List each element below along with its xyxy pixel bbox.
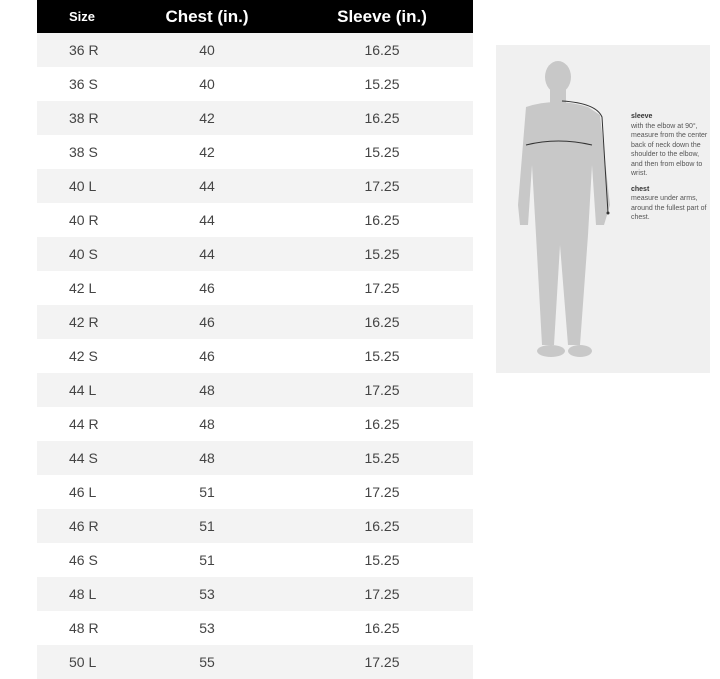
table-row: 42 L 46 17.25 [37,271,473,305]
table-row: 42 R 46 16.25 [37,305,473,339]
size-chart-table: Size Chest (in.) Sleeve (in.) 36 R 40 16.2… [37,0,473,679]
chest-cell: 40 [199,42,215,58]
chest-cell: 40 [199,76,215,92]
size-cell: 36 S [69,76,98,92]
chest-cell: 51 [199,518,215,534]
table-row: 44 S 48 15.25 [37,441,473,475]
table-row: 38 R 42 16.25 [37,101,473,135]
chest-cell: 44 [199,246,215,262]
chest-cell: 46 [199,280,215,296]
sleeve-cell: 17.25 [364,654,400,670]
sleeve-cell: 17.25 [364,382,400,398]
suit-silhouette-icon [518,61,610,357]
size-cell: 44 L [69,382,97,398]
chest-cell: 46 [199,348,215,364]
header-size: Size [69,9,96,24]
table-row: 42 S 46 15.25 [37,339,473,373]
table-row: 48 L 53 17.25 [37,577,473,611]
measurement-notes: sleeve with the elbow at 90°, measure fro… [631,112,711,229]
table-row: 40 L 44 17.25 [37,169,473,203]
size-cell: 46 R [69,518,99,534]
chest-cell: 48 [199,416,215,432]
table-row: 48 R 53 16.25 [37,611,473,645]
sleeve-cell: 16.25 [364,42,400,58]
chest-cell: 42 [199,110,215,126]
chest-cell: 51 [199,484,215,500]
table-row: 50 L 55 17.25 [37,645,473,679]
size-cell: 42 L [69,280,97,296]
sleeve-cell: 16.25 [364,620,400,636]
table-row: 38 S 42 15.25 [37,135,473,169]
size-cell: 42 S [69,348,98,364]
size-cell: 48 L [69,586,97,602]
table-row: 46 L 51 17.25 [37,475,473,509]
chest-cell: 46 [199,314,215,330]
size-cell: 44 S [69,450,98,466]
size-cell: 38 R [69,110,99,126]
table-row: 44 R 48 16.25 [37,407,473,441]
sleeve-cell: 17.25 [364,178,400,194]
sleeve-cell: 17.25 [364,280,400,296]
header-chest: Chest (in.) [165,6,249,26]
table-row: 40 R 44 16.25 [37,203,473,237]
size-cell: 46 S [69,552,98,568]
size-cell: 42 R [69,314,99,330]
sleeve-cell: 15.25 [364,246,400,262]
table-row: 46 S 51 15.25 [37,543,473,577]
size-cell: 50 L [69,654,97,670]
header-sleeve: Sleeve (in.) [337,6,427,26]
sleeve-cell: 15.25 [364,348,400,364]
size-cell: 46 L [69,484,97,500]
table-row: 36 R 40 16.25 [37,33,473,67]
chest-text: measure under arms, around the fullest p… [631,195,707,221]
sleeve-title: sleeve [631,113,653,120]
table-header: Size Chest (in.) Sleeve (in.) [37,0,473,33]
chest-cell: 42 [199,144,215,160]
chest-cell: 48 [199,450,215,466]
size-cell: 48 R [69,620,99,636]
size-cell: 40 S [69,246,98,262]
sleeve-cell: 15.25 [364,450,400,466]
sleeve-cell: 16.25 [364,416,400,432]
size-cell: 40 L [69,178,97,194]
size-cell: 36 R [69,42,99,58]
size-cell: 40 R [69,212,99,228]
sleeve-cell: 16.25 [364,110,400,126]
sleeve-cell: 15.25 [364,144,400,160]
table-row: 46 R 51 16.25 [37,509,473,543]
sleeve-cell: 15.25 [364,76,400,92]
table-row: 44 L 48 17.25 [37,373,473,407]
table-row: 36 S 40 15.25 [37,67,473,101]
chest-title: chest [631,185,650,193]
sleeve-cell: 16.25 [364,212,400,228]
chest-cell: 48 [199,382,215,398]
sleeve-cell: 15.25 [364,552,400,568]
measurement-figure: sleeve with the elbow at 90°, measure fro… [496,45,710,373]
chest-cell: 44 [199,212,215,228]
size-cell: 44 R [69,416,99,432]
size-cell: 38 S [69,144,98,160]
sleeve-cell: 17.25 [364,484,400,500]
chest-cell: 55 [199,654,215,670]
chest-cell: 53 [199,586,215,602]
chest-cell: 53 [199,620,215,636]
sleeve-cell: 16.25 [364,314,400,330]
sleeve-cell: 16.25 [364,518,400,534]
sleeve-cell: 17.25 [364,586,400,602]
chest-cell: 51 [199,552,215,568]
table-row: 40 S 44 15.25 [37,237,473,271]
sleeve-text: with the elbow at 90°, measure from the … [631,122,708,178]
chest-cell: 44 [199,178,215,194]
